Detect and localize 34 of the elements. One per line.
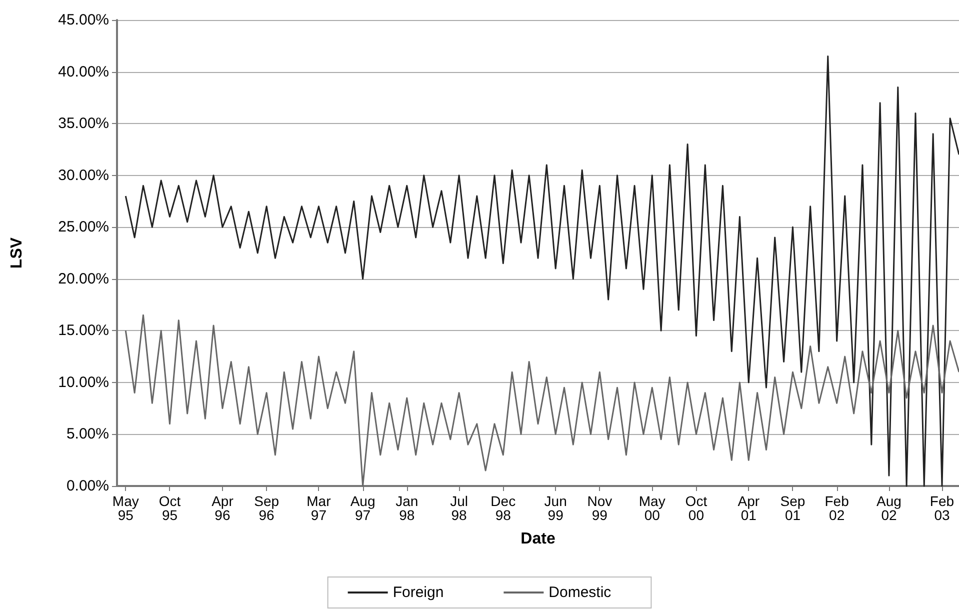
x-tick-label: Jul 98 xyxy=(450,493,468,523)
x-tick-label: Nov 99 xyxy=(587,493,612,523)
y-tick-label: 20.00% xyxy=(58,270,109,288)
line-series xyxy=(124,314,959,487)
x-tick-label: May 00 xyxy=(638,493,666,523)
line-series xyxy=(124,55,959,487)
x-tick-label: Mar 97 xyxy=(306,493,332,523)
x-tick-label: Dec 98 xyxy=(490,493,516,523)
legend-label: Domestic xyxy=(548,584,612,601)
x-tick-label: Jun 99 xyxy=(544,493,567,523)
x-tick-label: Feb 03 xyxy=(930,493,954,523)
y-tick-label: 15.00% xyxy=(58,322,109,340)
y-tick-label: 40.00% xyxy=(58,63,109,80)
y-tick-label: 0.00% xyxy=(66,478,109,494)
y-tick-label: 45.00% xyxy=(58,12,109,28)
legend-label: Foreign xyxy=(392,584,444,601)
y-tick-label: 25.00% xyxy=(58,218,109,236)
x-axis-title: Date xyxy=(520,530,556,548)
x-tick-label: Aug 97 xyxy=(350,493,376,523)
x-tick-label: May 95 xyxy=(112,493,139,523)
x-tick-label: Jan 98 xyxy=(396,493,418,523)
x-tick-label: Apr 01 xyxy=(738,493,760,523)
x-tick-label: Apr 96 xyxy=(212,493,234,523)
x-tick-label: Aug 02 xyxy=(876,493,902,523)
y-tick-label: 30.00% xyxy=(58,166,109,184)
y-tick-label: 5.00% xyxy=(66,426,109,443)
x-tick-label: Sep 96 xyxy=(254,493,280,523)
x-tick-label: Oct 95 xyxy=(158,493,181,523)
y-tick-label: 10.00% xyxy=(58,374,109,391)
x-tick-label: Feb 02 xyxy=(824,493,850,523)
x-tick-label: Oct 00 xyxy=(685,493,708,523)
x-tick-label: Sep 01 xyxy=(780,493,806,523)
y-tick-label: 35.00% xyxy=(58,115,109,132)
y-axis-title: LSV xyxy=(8,237,26,269)
